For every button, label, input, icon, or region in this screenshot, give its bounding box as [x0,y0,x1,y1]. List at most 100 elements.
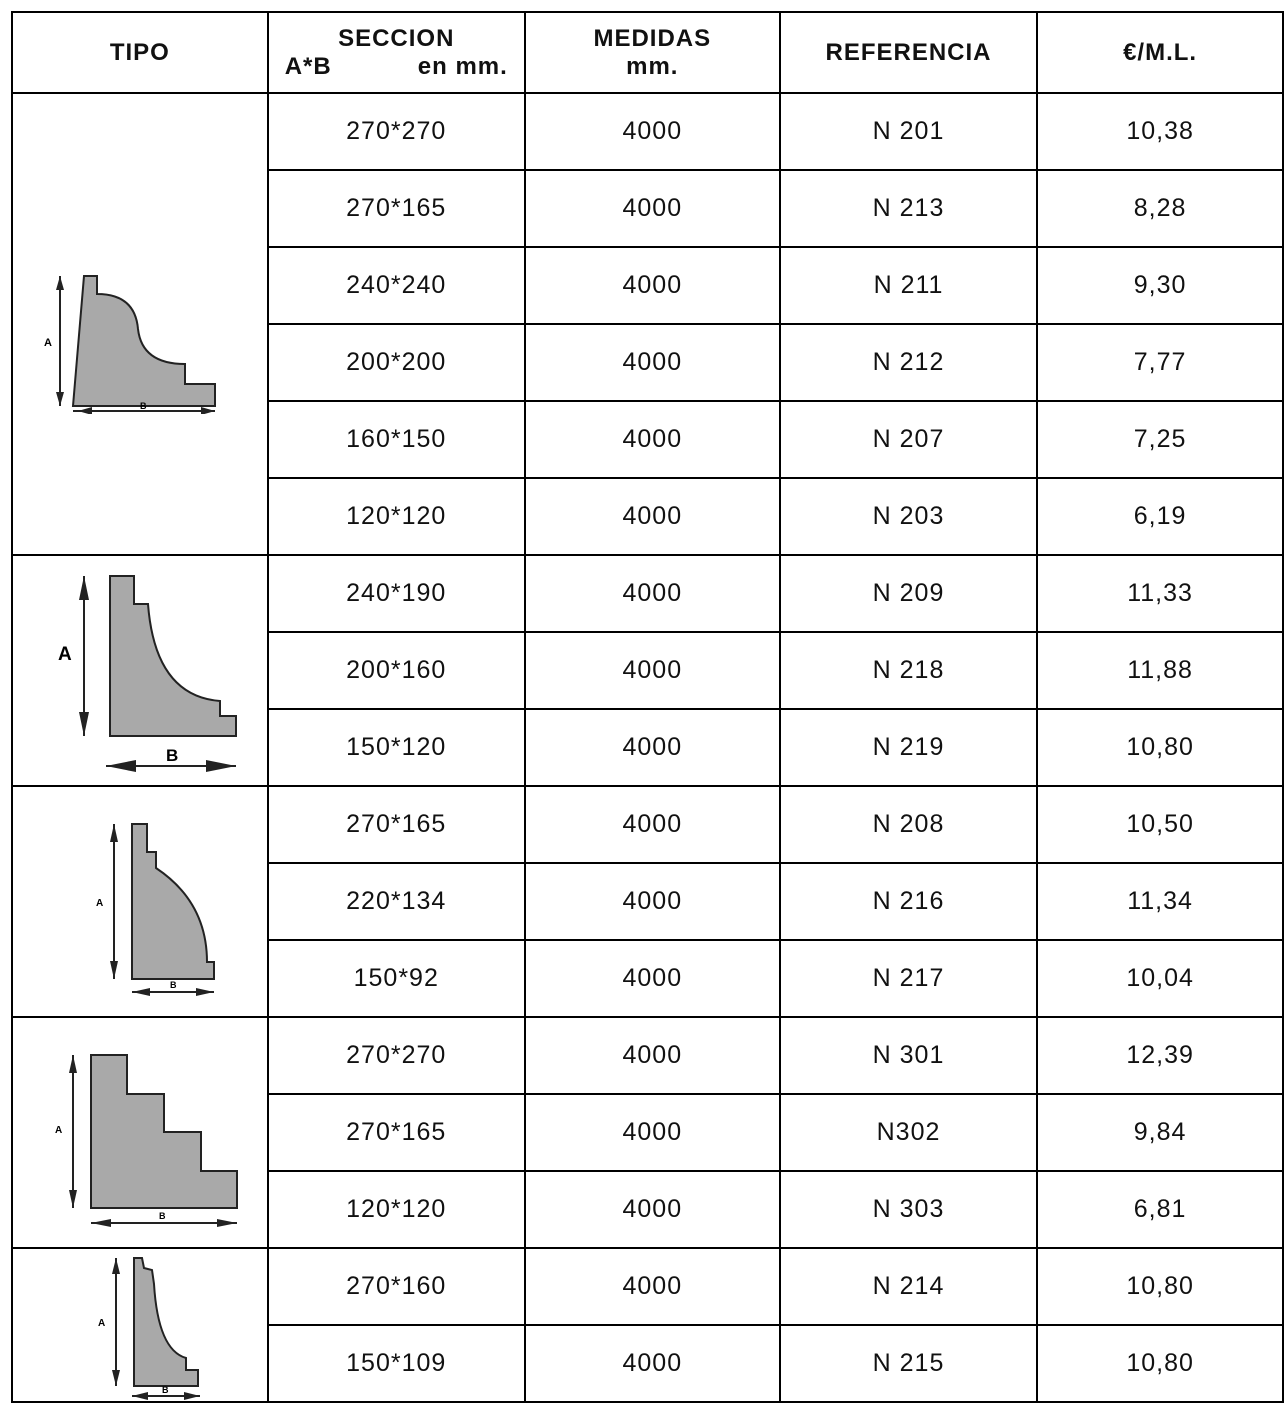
seccion-cell: 270*160 [266,1247,526,1326]
header-medidas: MEDIDAS mm. [523,11,781,94]
table-row: 200*160 4000 N 218 11,88 [12,631,1284,710]
medidas-cell: 4000 [523,1324,781,1403]
stepped-moulding-profile: A B [11,1016,269,1249]
referencia-cell: N 212 [778,323,1039,402]
table-row: 150*92 4000 N 217 10,04 [12,939,1284,1018]
header-medidas-line1: MEDIDAS [593,24,712,52]
referencia-cell: N 215 [778,1324,1039,1403]
dimension-b-label: B [162,1385,170,1395]
precio-cell: 6,81 [1036,1170,1284,1249]
ogee-moulding-profile: A B [11,1247,269,1403]
referencia-cell: N 203 [778,477,1039,556]
precio-cell: 6,19 [1036,477,1284,556]
precio-cell: 9,84 [1036,1093,1284,1172]
header-medidas-line2: mm. [626,52,679,80]
precio-cell: 8,28 [1036,169,1284,248]
referencia-cell: N302 [778,1093,1039,1172]
medidas-cell: 4000 [523,246,781,325]
dimension-a-label: A [55,1125,63,1136]
medidas-cell: 4000 [523,862,781,941]
medidas-cell: 4000 [523,169,781,248]
dimension-b-label: B [140,401,148,411]
table-row: 270*165 4000 N 213 8,28 [12,169,1284,248]
seccion-cell: 150*120 [266,708,526,787]
seccion-cell: 200*160 [266,631,526,710]
precio-cell: 10,80 [1036,1247,1284,1326]
header-seccion-ab: A*B [284,52,332,80]
dimension-b-label: B [170,980,178,990]
table-row: 240*240 4000 N 211 9,30 [12,246,1284,325]
table-body: A B 270*270 4000 N 201 10,38 270*165 4000 N 21… [11,92,1284,1403]
header-seccion: SECCION A*B en mm. [266,11,526,94]
dimension-a-label: A [44,337,53,349]
seccion-cell: 120*120 [266,1170,526,1249]
dimension-a-label: A [58,644,73,665]
precio-cell: 11,34 [1036,862,1284,941]
referencia-cell: N 301 [778,1016,1039,1095]
medidas-cell: 4000 [523,323,781,402]
medidas-cell: 4000 [523,554,781,633]
price-table-container: TIPO SECCION A*B en mm. MEDIDAS mm. REFER… [11,11,1284,1403]
medidas-cell: 4000 [523,631,781,710]
table-row: 120*120 4000 N 203 6,19 [12,477,1284,556]
seccion-cell: 270*270 [266,1016,526,1095]
seccion-cell: 270*165 [266,1093,526,1172]
table-row: A B 270*160 4000 N 214 10,80 [11,1247,1284,1403]
referencia-cell: N 209 [778,554,1039,633]
precio-cell: 10,80 [1036,708,1284,787]
table-row: 200*200 4000 N 212 7,77 [12,323,1284,402]
dimension-b-label: B [166,746,179,765]
seccion-cell: 270*165 [266,785,526,864]
referencia-cell: N 214 [778,1247,1039,1326]
table-row: A B 270*270 4000 N 301 12,39 [11,1016,1284,1249]
medidas-cell: 4000 [523,1247,781,1326]
header-tipo: TIPO [11,11,269,94]
precio-cell: 10,04 [1036,939,1284,1018]
table-row: A B 240*190 4000 N 209 11,33 [11,554,1284,787]
precio-cell: 11,33 [1036,554,1284,633]
dimension-a-label: A [96,898,104,909]
medidas-cell: 4000 [523,400,781,479]
medidas-cell: 4000 [523,785,781,864]
header-precio: €/M.L. [1036,11,1284,94]
medidas-cell: 4000 [523,477,781,556]
precio-cell: 9,30 [1036,246,1284,325]
seccion-cell: 270*270 [266,92,526,171]
precio-cell: 7,77 [1036,323,1284,402]
moulding-price-table: TIPO SECCION A*B en mm. MEDIDAS mm. REFER… [11,11,1284,1403]
concave-moulding-profile: A B [11,554,269,787]
medidas-cell: 4000 [523,939,781,1018]
referencia-cell: N 219 [778,708,1039,787]
seccion-cell: 150*109 [266,1324,526,1403]
table-row: 160*150 4000 N 207 7,25 [12,400,1284,479]
referencia-cell: N 216 [778,862,1039,941]
precio-cell: 10,50 [1036,785,1284,864]
convex-moulding-profile: A B [11,785,269,1018]
table-row: A B 270*270 4000 N 201 10,38 [11,92,1284,556]
medidas-cell: 4000 [523,92,781,171]
referencia-cell: N 303 [778,1170,1039,1249]
table-row: A B 270*165 4000 N 208 10,50 [11,785,1284,1018]
referencia-cell: N 211 [778,246,1039,325]
medidas-cell: 4000 [523,1016,781,1095]
referencia-cell: N 207 [778,400,1039,479]
cove-moulding-profile: A B [11,92,269,556]
referencia-cell: N 218 [778,631,1039,710]
medidas-cell: 4000 [523,708,781,787]
referencia-cell: N 201 [778,92,1039,171]
precio-cell: 12,39 [1036,1016,1284,1095]
seccion-cell: 240*240 [266,246,526,325]
table-row: 120*120 4000 N 303 6,81 [12,1170,1284,1249]
medidas-cell: 4000 [523,1093,781,1172]
seccion-cell: 160*150 [266,400,526,479]
seccion-cell: 220*134 [266,862,526,941]
header-seccion-line1: SECCION [338,24,455,52]
seccion-cell: 240*190 [266,554,526,633]
dimension-a-label: A [98,1318,106,1329]
table-row: 150*120 4000 N 219 10,80 [12,708,1284,787]
seccion-cell: 120*120 [266,477,526,556]
header-row: TIPO SECCION A*B en mm. MEDIDAS mm. REFER… [11,11,1284,94]
seccion-cell: 270*165 [266,169,526,248]
precio-cell: 7,25 [1036,400,1284,479]
header-referencia: REFERENCIA [778,11,1039,94]
